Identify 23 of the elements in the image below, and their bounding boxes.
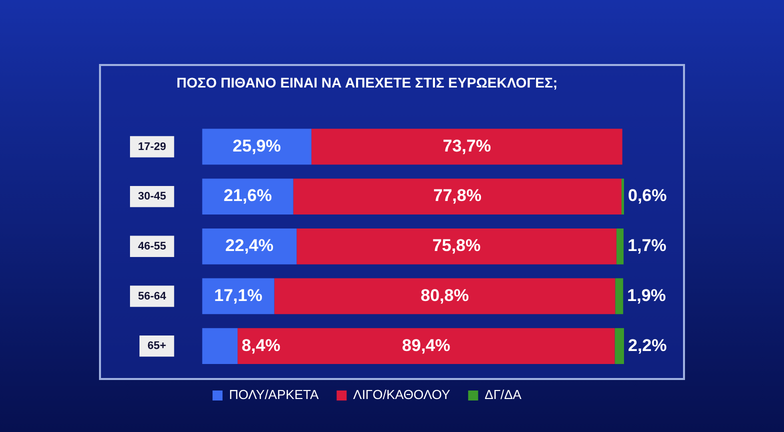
data-label: 0,6% (628, 186, 667, 206)
legend-label: ΔΓ/ΔΑ (484, 387, 522, 402)
data-label: 17,1% (214, 286, 262, 305)
legend-label: ΠΟΛΥ/ΑΡΚΕΤΑ (229, 387, 319, 402)
data-label: 8,4% (242, 336, 280, 355)
data-label: 2,2% (628, 336, 667, 355)
data-label: 1,7% (628, 236, 666, 256)
data-label: 21,6% (224, 186, 272, 206)
chart-title: ΠΟΣΟ ΠΙΘΑΝΟ ΕΙΝΑΙ ΝΑ ΑΠΕΧΕΤΕ ΣΤΙΣ ΕΥΡΩΕΚΛΟΓΕΣ; (176, 74, 558, 90)
data-label: 1,9% (627, 286, 666, 305)
data-label: 89,4% (402, 336, 450, 355)
data-label: 25,9% (232, 136, 281, 156)
data-label: 75,8% (432, 236, 481, 256)
data-label: 80,8% (420, 286, 469, 305)
data-label: 73,7% (442, 136, 491, 156)
legend-label: ΛΙΓΟ/ΚΑΘΟΛΟΥ (353, 387, 450, 402)
data-label: 77,8% (433, 186, 482, 206)
y-tick-label: 17-29 (138, 140, 166, 153)
y-tick-label: 46-55 (138, 240, 166, 252)
y-tick-label: 30-45 (138, 190, 166, 203)
y-tick-label: 56-64 (138, 290, 168, 302)
y-tick-label: 65+ (147, 340, 166, 352)
data-label: 22,4% (225, 236, 274, 256)
